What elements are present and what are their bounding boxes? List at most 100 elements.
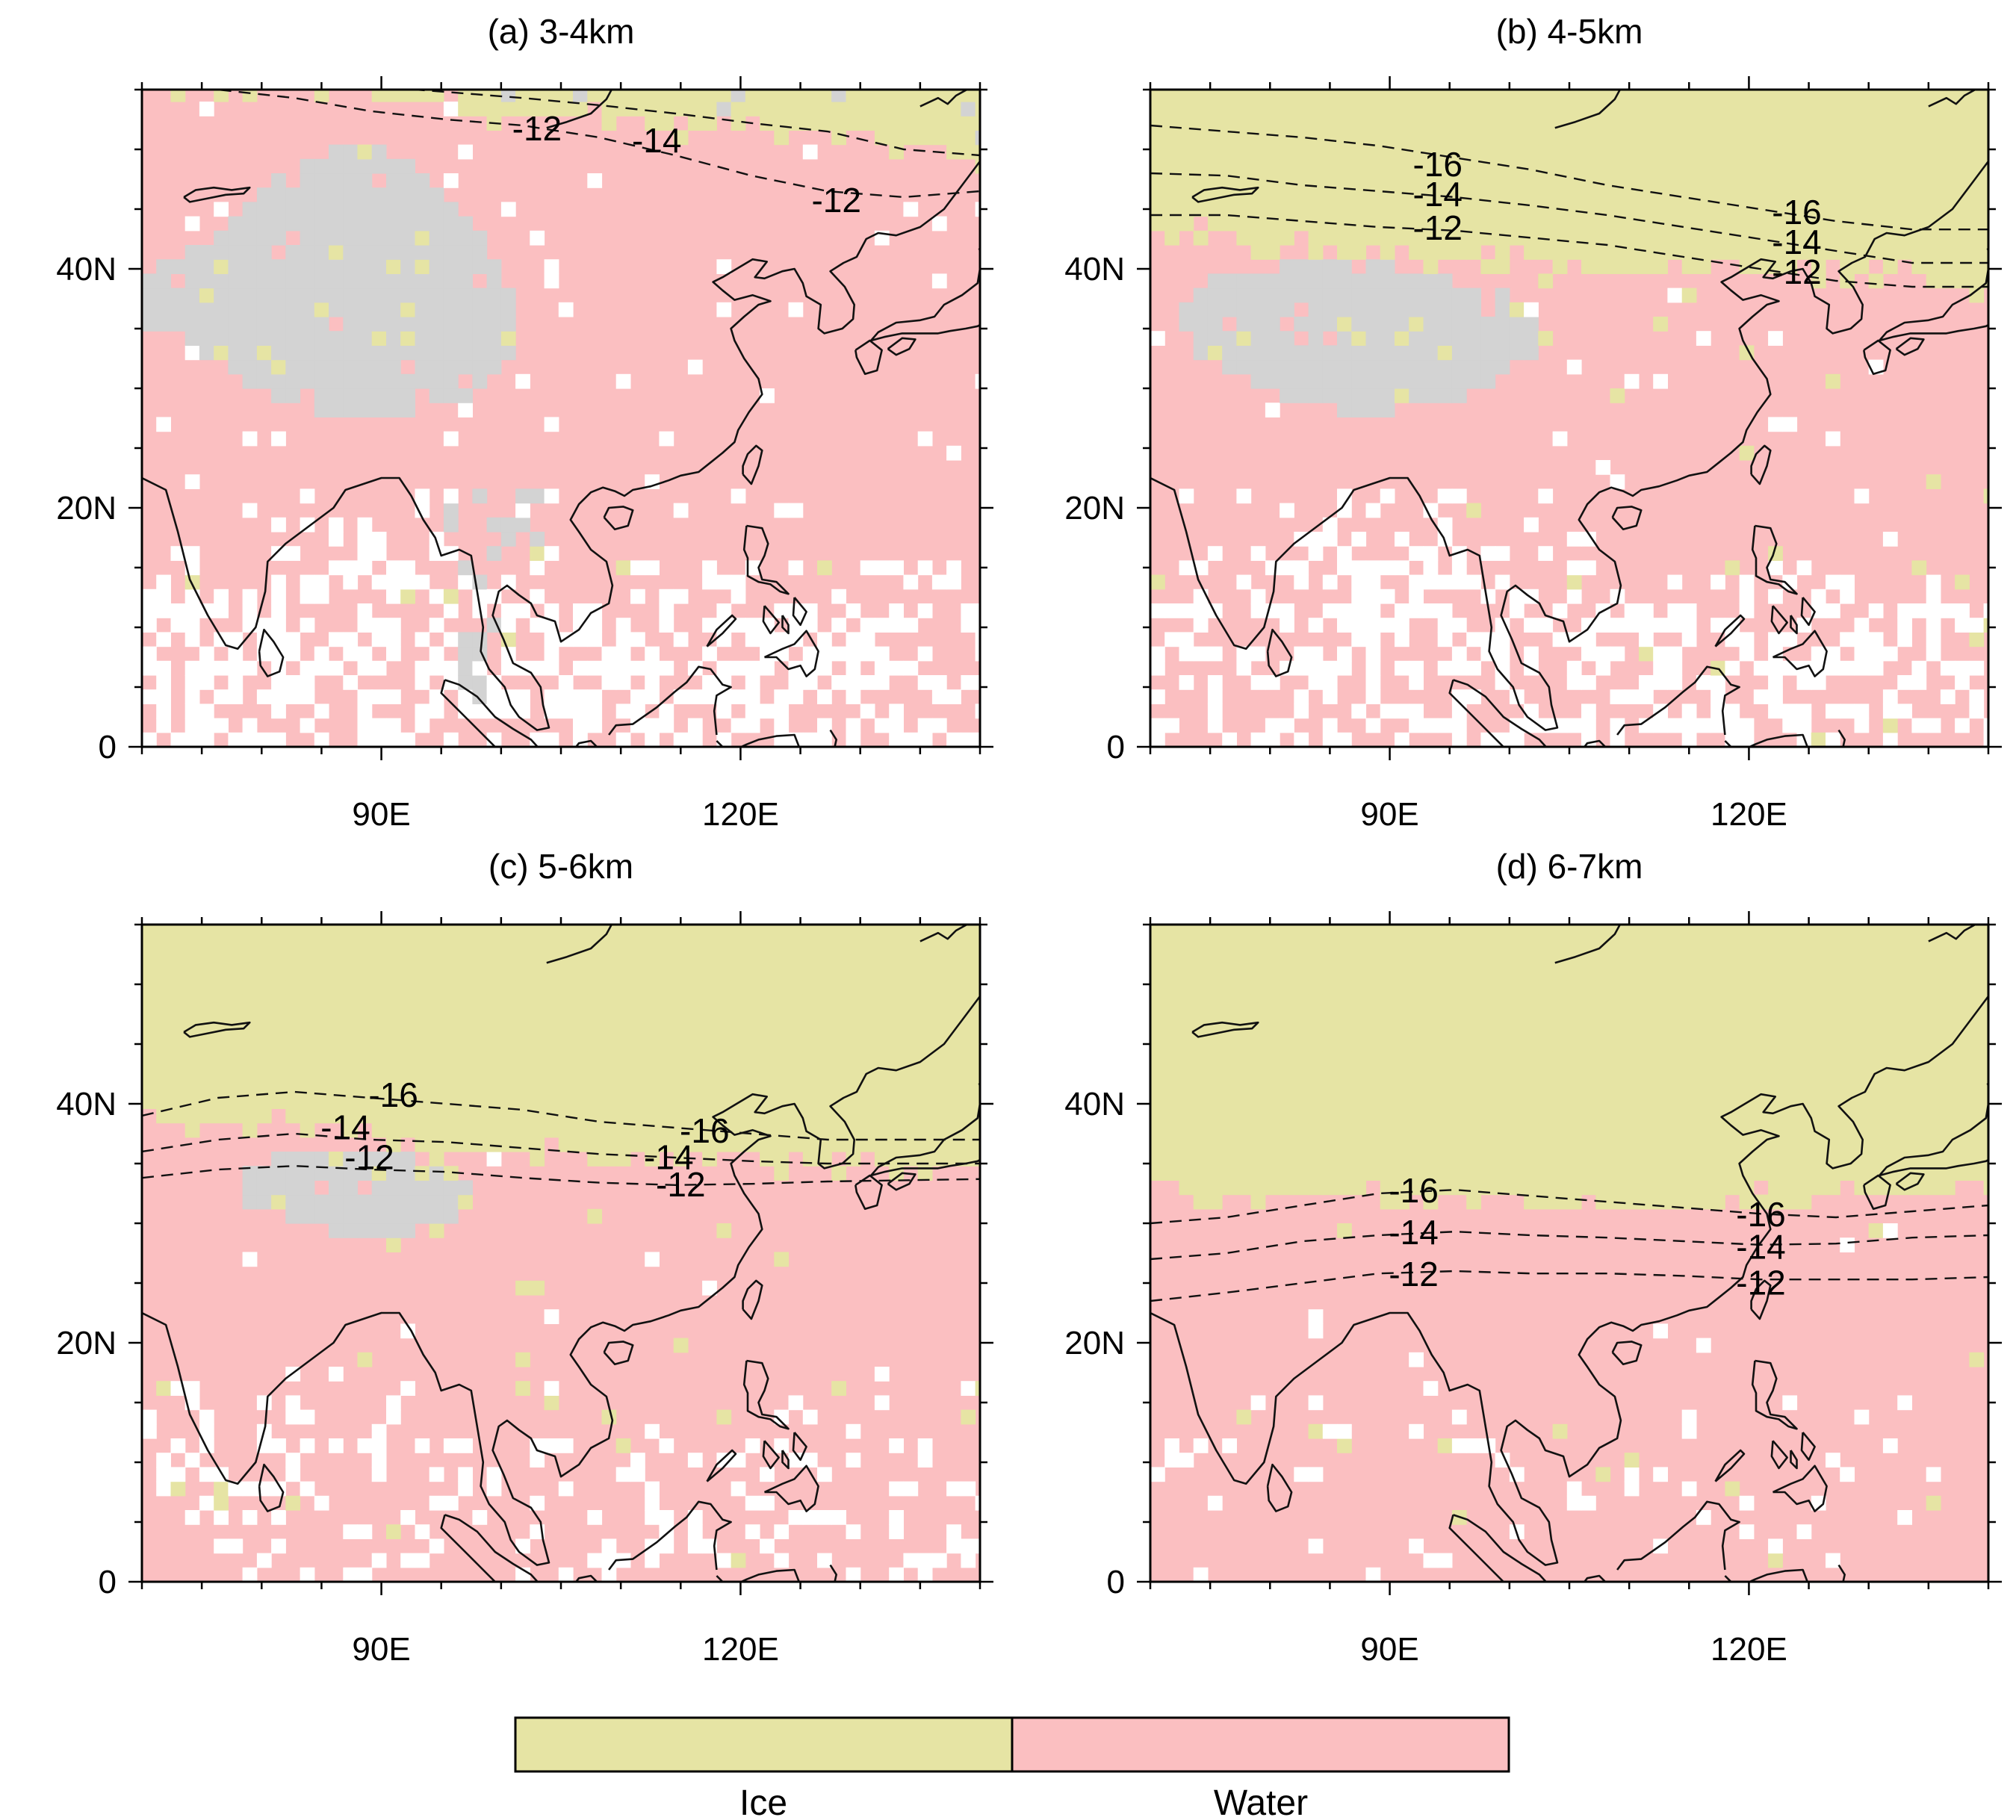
grid-cell (817, 1022, 832, 1037)
grid-cell (1437, 202, 1453, 217)
grid-cell (745, 1080, 760, 1095)
grid-cell (371, 359, 387, 375)
grid-cell (760, 102, 775, 117)
grid-cell (745, 1094, 760, 1109)
grid-cell (386, 1524, 401, 1539)
grid-cell (1581, 632, 1596, 647)
grid-cell (343, 388, 359, 403)
grid-cell (1624, 1080, 1640, 1095)
grid-cell (170, 302, 186, 317)
coastline-segment (1751, 1359, 1798, 1430)
grid-cell (256, 245, 272, 260)
grid-cell (1725, 230, 1740, 246)
grid-cell (860, 965, 875, 981)
grid-cell (1409, 1122, 1424, 1138)
grid-cell (386, 993, 401, 1009)
grid-cell (343, 560, 359, 576)
grid-cell (300, 1108, 315, 1124)
grid-cell (817, 116, 832, 131)
grid-cell (1796, 925, 1812, 937)
grid-cell (458, 937, 473, 951)
grid-cell (1581, 646, 1596, 662)
grid-cell (573, 1080, 588, 1095)
grid-cell (1207, 1152, 1223, 1167)
grid-cell (1711, 574, 1725, 590)
grid-cell (486, 1022, 502, 1037)
grid-cell (357, 1567, 373, 1582)
grid-cell (1164, 144, 1179, 160)
grid-cell (1811, 951, 1826, 966)
grid-cell (946, 574, 961, 590)
grid-cell (903, 1008, 919, 1023)
grid-cell (1524, 1137, 1539, 1152)
grid-cell (659, 951, 674, 966)
grid-cell (1250, 116, 1266, 131)
grid-cell (1566, 1108, 1582, 1124)
grid-cell (472, 632, 488, 647)
grid-cell (1365, 302, 1381, 317)
grid-cell (1595, 1467, 1611, 1482)
grid-cell (817, 660, 832, 676)
grid-cell (1653, 925, 1668, 937)
grid-cell (1811, 979, 1826, 995)
coastline-segment (1583, 1574, 1607, 1582)
grid-cell (1926, 1122, 1941, 1138)
grid-cell (903, 937, 919, 951)
grid-cell (343, 158, 359, 174)
grid-cell (1581, 675, 1596, 690)
isotherm-line (1150, 1270, 1988, 1302)
grid-cell (1337, 1180, 1352, 1196)
grid-cell (1552, 1180, 1568, 1196)
grid-cell (1882, 102, 1898, 117)
grid-cell (443, 1495, 459, 1511)
grid-cell (1509, 1051, 1525, 1066)
grid-cell (1538, 979, 1554, 995)
grid-cell (1854, 965, 1870, 981)
grid-cell (645, 1553, 660, 1568)
grid-cell (1782, 1180, 1798, 1196)
grid-cell (1595, 90, 1611, 102)
grid-cell (1840, 574, 1855, 590)
grid-cell (500, 1065, 516, 1081)
grid-cell (1538, 173, 1554, 188)
grid-cell (443, 488, 459, 504)
grid-cell (1926, 1037, 1941, 1052)
grid-cell (415, 704, 430, 719)
grid-cell (314, 345, 329, 361)
grid-cell (156, 675, 171, 690)
grid-cell (1365, 102, 1381, 117)
grid-cell (486, 1051, 502, 1066)
grid-cell (199, 660, 214, 676)
grid-cell (429, 646, 444, 662)
grid-cell (1351, 388, 1367, 403)
grid-cell (1624, 173, 1640, 188)
grid-cell (1840, 1065, 1855, 1081)
grid-cell (1280, 1180, 1294, 1196)
grid-cell (472, 1510, 488, 1525)
grid-cell (1193, 1152, 1209, 1167)
grid-cell (1955, 273, 1970, 289)
grid-cell (1280, 718, 1294, 733)
grid-cell (760, 388, 775, 403)
grid-cell (1409, 102, 1424, 117)
grid-cell (774, 1108, 790, 1124)
coastline-segment (183, 186, 251, 203)
y-tick-label: 40N (1064, 251, 1125, 288)
grid-cell (1782, 245, 1798, 260)
grid-cell (1308, 245, 1324, 260)
grid-cell (1207, 1137, 1223, 1152)
grid-cell (242, 1510, 258, 1525)
grid-cell (472, 331, 488, 346)
grid-cell (1868, 202, 1884, 217)
grid-cell (774, 1051, 790, 1066)
grid-cell (142, 1008, 157, 1023)
grid-cell (1451, 102, 1467, 117)
grid-cell (1955, 618, 1970, 633)
grid-cell (343, 574, 359, 590)
grid-cell (1509, 1137, 1525, 1152)
grid-cell (889, 1524, 904, 1539)
grid-cell (142, 1065, 157, 1081)
grid-cell (1380, 388, 1395, 403)
grid-cell (1624, 373, 1640, 389)
grid-cell (1495, 1080, 1510, 1095)
